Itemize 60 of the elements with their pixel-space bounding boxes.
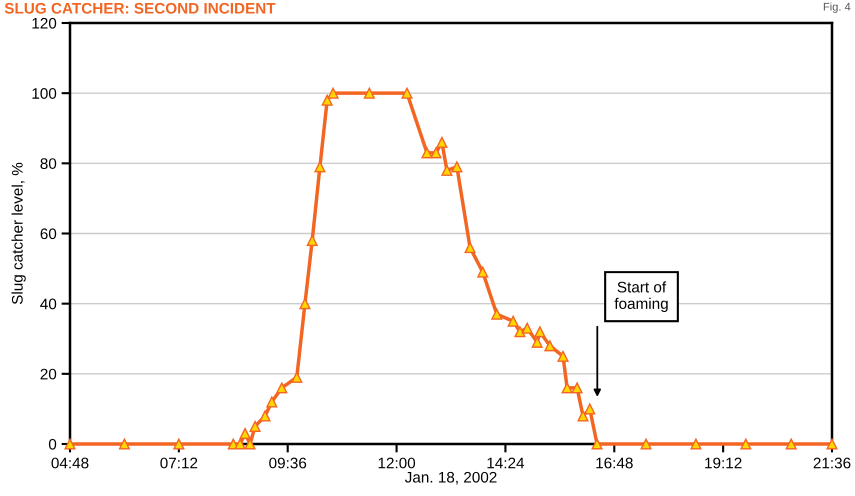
point (522, 322, 533, 334)
point (572, 382, 583, 394)
point (314, 161, 326, 172)
point (557, 350, 569, 362)
y-tick-label: 0 (48, 438, 56, 450)
point (477, 266, 488, 278)
point (421, 147, 433, 158)
x-tick-label: 12:00 (378, 458, 416, 468)
point (291, 372, 302, 383)
x-tick-label: 09:36 (269, 458, 306, 468)
point (562, 382, 573, 394)
point (740, 438, 752, 450)
point (276, 382, 288, 394)
point (118, 438, 130, 450)
x-tick-label: 21:36 (814, 458, 850, 468)
point (259, 410, 271, 422)
point (441, 164, 452, 176)
point (240, 428, 251, 440)
point (591, 438, 603, 450)
y-tick-label: 20 (40, 368, 56, 380)
point (364, 88, 375, 99)
point (532, 336, 543, 348)
x-tick-label: 07:12 (160, 458, 198, 468)
x-tick-label: 14:24 (487, 458, 524, 468)
y-tick-label: 80 (40, 158, 56, 170)
point (544, 340, 556, 352)
x-tick-label: 16:48 (596, 458, 633, 468)
y-tick-label: 60 (40, 228, 56, 240)
point (464, 242, 476, 254)
point (786, 438, 797, 450)
point (250, 420, 261, 432)
point (328, 88, 339, 99)
point (491, 308, 502, 320)
y-axis-title: Slug catcher level, % (12, 162, 26, 304)
point (436, 136, 448, 148)
point (508, 316, 519, 327)
point (577, 410, 589, 422)
x-axis-title: Jan. 18, 2002 (404, 472, 497, 484)
chart-title: SLUG CATCHER: SECOND INCIDENT (4, 2, 276, 14)
point (430, 147, 442, 158)
point (534, 326, 546, 338)
chart-subtitle: Fig. 4 (824, 2, 850, 13)
point (322, 94, 333, 106)
point (826, 438, 838, 450)
x-tick-label: 04:48 (51, 458, 88, 468)
point (584, 403, 596, 414)
point (401, 88, 413, 99)
point (451, 161, 462, 172)
point (640, 438, 652, 450)
y-tick-label: 100 (32, 88, 56, 99)
point (173, 438, 184, 450)
y-tick-label: 120 (32, 18, 56, 29)
point (299, 298, 311, 310)
x-tick-label: 19:12 (705, 458, 742, 468)
point (234, 438, 246, 450)
point (514, 326, 526, 338)
y-tick-label: 40 (40, 298, 56, 310)
point (690, 438, 702, 450)
point (266, 396, 278, 408)
annotation: Start of foaming (614, 281, 668, 312)
